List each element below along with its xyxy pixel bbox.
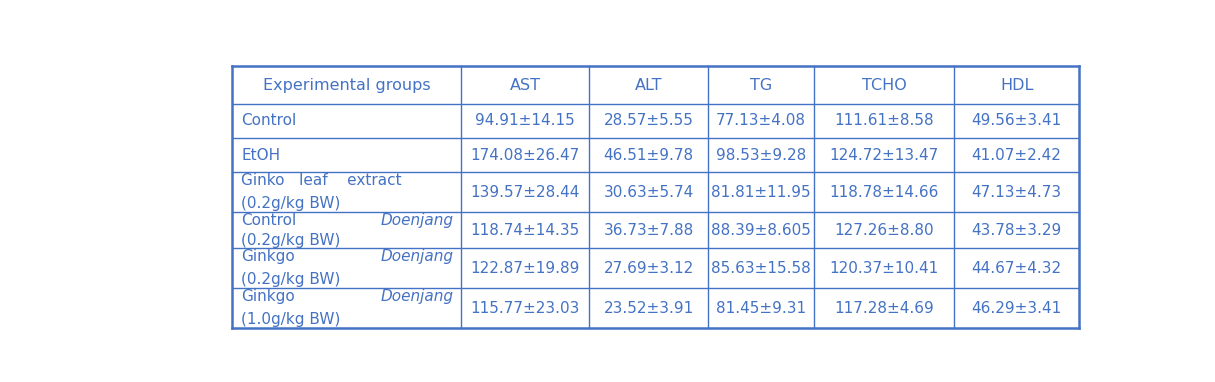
Text: Doenjang: Doenjang: [380, 290, 453, 304]
Text: 88.39±8.605: 88.39±8.605: [711, 223, 812, 238]
Text: 36.73±7.88: 36.73±7.88: [604, 223, 694, 238]
Text: 30.63±5.74: 30.63±5.74: [604, 185, 694, 200]
Text: 77.13±4.08: 77.13±4.08: [716, 113, 806, 128]
Text: 23.52±3.91: 23.52±3.91: [604, 301, 694, 316]
Text: 46.29±3.41: 46.29±3.41: [972, 301, 1062, 316]
Text: Ginkgo: Ginkgo: [242, 249, 295, 264]
Text: Control: Control: [242, 213, 296, 228]
Text: 49.56±3.41: 49.56±3.41: [972, 113, 1062, 128]
Text: 117.28±4.69: 117.28±4.69: [833, 301, 934, 316]
Text: TCHO: TCHO: [861, 78, 906, 92]
Text: 139.57±28.44: 139.57±28.44: [470, 185, 580, 200]
Text: 43.78±3.29: 43.78±3.29: [972, 223, 1062, 238]
Text: 115.77±23.03: 115.77±23.03: [470, 301, 580, 316]
Text: 85.63±15.58: 85.63±15.58: [711, 261, 812, 275]
Text: 98.53±9.28: 98.53±9.28: [716, 147, 807, 163]
Text: 47.13±4.73: 47.13±4.73: [972, 185, 1062, 200]
Text: 81.81±11.95: 81.81±11.95: [711, 185, 810, 200]
Text: 81.45±9.31: 81.45±9.31: [716, 301, 807, 316]
Text: ALT: ALT: [635, 78, 662, 92]
Text: HDL: HDL: [1000, 78, 1034, 92]
Text: 44.67±4.32: 44.67±4.32: [972, 261, 1062, 275]
Text: Ginko   leaf    extract: Ginko leaf extract: [242, 173, 402, 188]
Text: 124.72±13.47: 124.72±13.47: [830, 147, 938, 163]
Text: Experimental groups: Experimental groups: [262, 78, 430, 92]
Text: Control: Control: [242, 113, 296, 128]
Text: 118.78±14.66: 118.78±14.66: [830, 185, 939, 200]
Text: 46.51±9.78: 46.51±9.78: [604, 147, 694, 163]
Text: 127.26±8.80: 127.26±8.80: [835, 223, 934, 238]
Text: AST: AST: [509, 78, 541, 92]
Text: Doenjang: Doenjang: [380, 249, 453, 264]
Text: 94.91±14.15: 94.91±14.15: [475, 113, 575, 128]
Text: 27.69±3.12: 27.69±3.12: [604, 261, 694, 275]
Text: (0.2g/kg BW): (0.2g/kg BW): [242, 272, 340, 287]
Text: 120.37±10.41: 120.37±10.41: [830, 261, 938, 275]
Text: 41.07±2.42: 41.07±2.42: [972, 147, 1062, 163]
Text: 174.08±26.47: 174.08±26.47: [470, 147, 580, 163]
Text: 111.61±8.58: 111.61±8.58: [835, 113, 934, 128]
Text: TG: TG: [750, 78, 773, 92]
Text: (0.2g/kg BW): (0.2g/kg BW): [242, 196, 340, 211]
Text: Ginkgo: Ginkgo: [242, 290, 295, 304]
Text: 28.57±5.55: 28.57±5.55: [604, 113, 694, 128]
Text: Doenjang: Doenjang: [380, 213, 453, 228]
Text: 122.87±19.89: 122.87±19.89: [470, 261, 580, 275]
Text: (1.0g/kg BW): (1.0g/kg BW): [242, 312, 340, 327]
Text: (0.2g/kg BW): (0.2g/kg BW): [242, 233, 340, 248]
Text: EtOH: EtOH: [242, 147, 281, 163]
Text: 118.74±14.35: 118.74±14.35: [470, 223, 580, 238]
